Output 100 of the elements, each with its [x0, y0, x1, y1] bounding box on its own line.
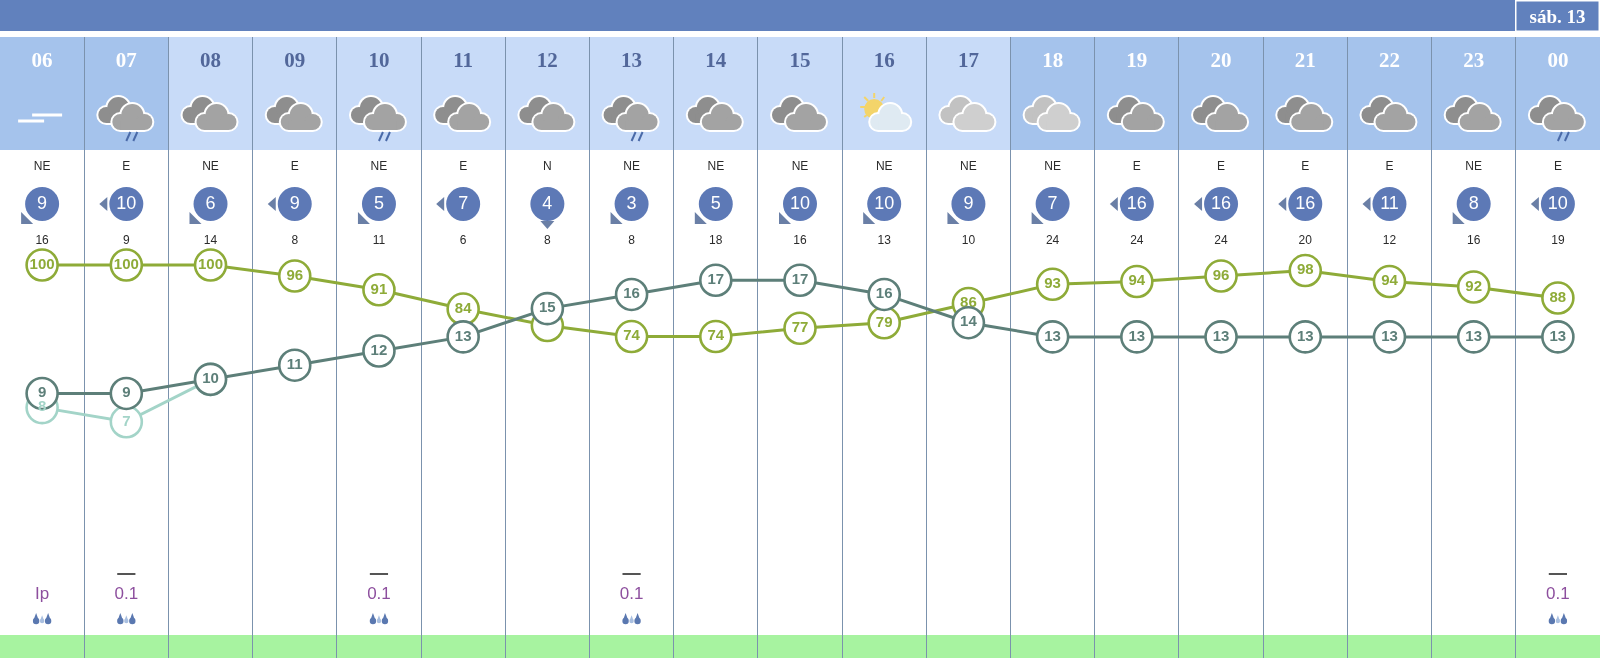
category-label: E: [1217, 159, 1226, 174]
data-label: 18: [709, 233, 723, 247]
data-label: 0.1: [619, 584, 644, 604]
data-label: 98: [1296, 260, 1314, 278]
data-label: 9: [122, 383, 131, 401]
data-label: 91: [370, 279, 388, 297]
data-label: 0.1: [114, 584, 139, 604]
x-tick-label: 07: [115, 47, 137, 72]
category-label: NE: [1044, 159, 1061, 174]
data-label: 11: [286, 354, 303, 372]
category-label: NE: [1465, 159, 1483, 174]
data-label: 24: [1130, 233, 1144, 247]
x-tick-label: 16: [873, 47, 895, 72]
category-label: NE: [33, 159, 51, 174]
data-label: 0.1: [1546, 584, 1570, 604]
data-label: 9: [37, 383, 47, 401]
x-tick-label: 08: [200, 47, 222, 72]
data-label: 11: [1380, 192, 1399, 213]
data-label: Ip: [35, 584, 50, 604]
data-label: 100: [29, 254, 55, 272]
data-label: 93: [1044, 274, 1061, 292]
data-label: 16: [875, 284, 893, 302]
category-label: NE: [202, 159, 219, 174]
category-label: NE: [707, 159, 725, 174]
data-label: 5: [710, 192, 721, 213]
data-label: 15: [539, 298, 556, 316]
data-label: 14: [960, 312, 978, 330]
x-tick-label: 12: [536, 47, 558, 72]
data-label: 17: [707, 270, 725, 288]
data-label: 74: [623, 326, 641, 344]
data-label: 13: [454, 326, 472, 344]
data-label: 88: [1549, 287, 1567, 305]
data-label: 9: [963, 192, 974, 213]
data-label: 16: [623, 284, 640, 302]
data-label: 10: [1547, 192, 1568, 213]
data-label: 10: [202, 369, 219, 387]
data-label: 94: [1128, 271, 1146, 289]
data-label: 100: [113, 254, 139, 272]
data-label: 13: [1128, 326, 1146, 344]
data-label: 7: [122, 411, 131, 429]
data-label: 100: [198, 254, 224, 272]
category-label: NE: [960, 159, 977, 174]
x-tick-label: 21: [1294, 47, 1316, 72]
category-label: NE: [791, 159, 809, 174]
data-label: 13: [877, 233, 892, 247]
data-label: 6: [459, 233, 467, 247]
data-label: 94: [1381, 271, 1399, 289]
data-label: 10: [874, 192, 895, 213]
category-label: NE: [875, 159, 893, 174]
data-label: 13: [1296, 326, 1314, 344]
data-label: 20: [1298, 233, 1313, 247]
data-label: 16: [793, 233, 807, 247]
data-label: 16: [1211, 192, 1232, 213]
data-label: 92: [1465, 276, 1483, 294]
data-label: 77: [791, 318, 809, 336]
data-label: 86: [960, 293, 977, 311]
data-label: 24: [1214, 233, 1229, 247]
data-label: 13: [1212, 326, 1230, 344]
data-label: 3: [626, 192, 637, 213]
data-label: 16: [35, 233, 50, 247]
category-label: NE: [623, 159, 640, 174]
data-label: 7: [1047, 192, 1058, 213]
data-label: 16: [1295, 192, 1316, 213]
data-label: 11: [372, 233, 386, 247]
x-tick-label: 00: [1547, 47, 1569, 72]
data-label: 10: [961, 233, 976, 247]
x-tick-label: 15: [789, 47, 811, 72]
x-tick-label: 10: [368, 47, 390, 72]
category-label: E: [459, 159, 468, 174]
data-label: 96: [1212, 265, 1230, 283]
x-tick-label: 17: [957, 47, 979, 72]
data-label: 8: [1468, 192, 1479, 213]
data-label: 16: [1467, 233, 1481, 247]
x-tick-label: 06: [31, 47, 53, 72]
data-label: 9: [37, 192, 48, 213]
category-label: E: [1301, 159, 1310, 174]
x-tick-label: 18: [1042, 47, 1064, 72]
x-tick-label: 23: [1463, 47, 1485, 72]
x-tick-label: 19: [1126, 47, 1148, 72]
data-label: 17: [791, 270, 809, 288]
category-label: E: [290, 159, 299, 174]
data-label: 6: [205, 192, 216, 213]
data-label: 13: [1549, 326, 1567, 344]
x-tick-label: 13: [621, 47, 643, 72]
data-label: 4: [542, 192, 553, 213]
data-label: 96: [286, 265, 304, 283]
data-label: 10: [789, 192, 811, 213]
x-tick-label: 14: [705, 47, 727, 72]
data-label: 0.1: [367, 584, 391, 604]
data-label: 9: [122, 233, 130, 247]
data-label: 9: [289, 192, 300, 213]
data-label: 14: [203, 233, 218, 247]
x-tick-label: 20: [1210, 47, 1232, 72]
data-label: 12: [370, 340, 388, 358]
category-label: E: [1132, 159, 1141, 174]
category-label: NE: [370, 159, 388, 174]
data-label: 10: [116, 192, 137, 213]
data-label: 84: [454, 298, 473, 316]
data-label: 79: [875, 312, 893, 330]
data-label: 19: [1551, 233, 1565, 247]
